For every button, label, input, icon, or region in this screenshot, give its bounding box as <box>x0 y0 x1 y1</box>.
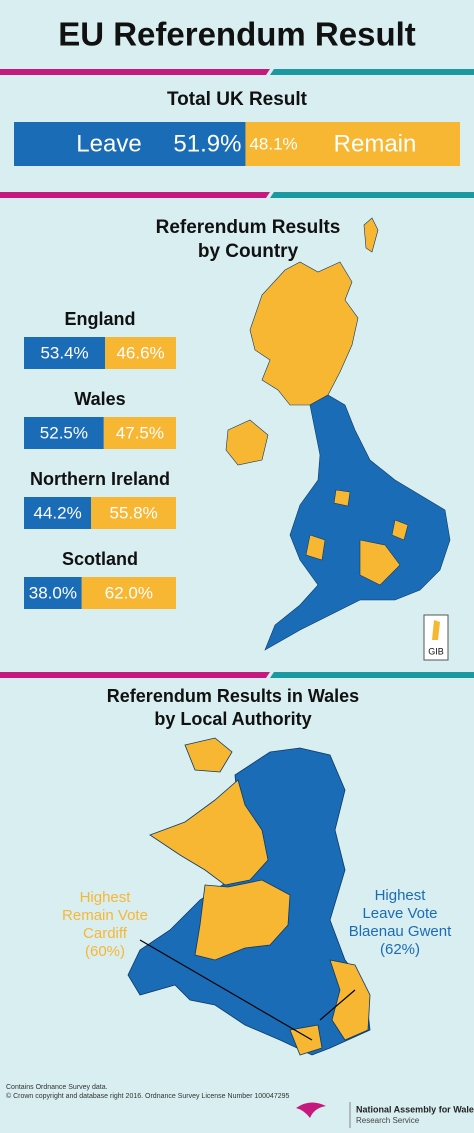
remain-bar <box>105 337 176 369</box>
leave-label: Leave <box>76 130 141 157</box>
leave-bar <box>24 497 92 529</box>
leave-bar <box>24 577 82 609</box>
remain-value: 48.1% <box>249 134 297 153</box>
remain-note: Cardiff <box>83 925 128 942</box>
countries-heading: Referendum Results <box>156 217 341 238</box>
remain-note: Highest <box>80 889 132 906</box>
gibraltar-map <box>432 620 440 640</box>
remain-bar <box>81 577 176 609</box>
divider <box>0 69 474 678</box>
country-name: Scotland <box>62 549 138 569</box>
leave-note: (62%) <box>380 941 420 958</box>
leave-note: Highest <box>375 887 427 904</box>
leave-value: 53.4% <box>40 343 88 362</box>
source: © Crown copyright and database right 201… <box>6 1092 289 1100</box>
leave-value: 38.0% <box>29 583 77 602</box>
leave-value: 51.9% <box>173 130 241 157</box>
country-name: England <box>65 309 136 329</box>
leave-note: Leave Vote <box>362 905 437 922</box>
remain-note: (60%) <box>85 943 125 960</box>
remain-value: 62.0% <box>105 583 153 602</box>
uk-map <box>225 217 451 651</box>
title: EU Referendum Result <box>58 16 416 53</box>
country-name: Wales <box>74 389 125 409</box>
remain-value: 55.8% <box>109 503 157 522</box>
total-heading: Total UK Result <box>167 89 308 110</box>
source: Contains Ordnance Survey data. <box>6 1084 108 1091</box>
logo <box>296 1102 326 1118</box>
remain-bar <box>103 417 176 449</box>
org-name: National Assembly for Wales <box>356 1104 474 1114</box>
pointer <box>319 989 356 1021</box>
countries-heading: by Country <box>198 241 299 262</box>
leave-note: Blaenau Gwent <box>349 923 452 940</box>
remain-value: 47.5% <box>116 423 164 442</box>
org-sub: Research Service <box>356 1116 420 1125</box>
pointer <box>139 939 313 1041</box>
remain-value: 46.6% <box>116 343 164 362</box>
gibraltar-label: GIB <box>428 646 444 656</box>
leave-bar <box>14 122 246 166</box>
leave-bar <box>24 417 104 449</box>
leave-bar <box>24 337 106 369</box>
wales-heading: by Local Authority <box>154 709 311 729</box>
wales-heading: Referendum Results in Wales <box>107 686 359 706</box>
remain-note: Remain Vote <box>62 907 148 924</box>
leave-value: 44.2% <box>33 503 81 522</box>
leave-value: 52.5% <box>40 423 88 442</box>
country-name: Northern Ireland <box>30 469 170 489</box>
remain-label: Remain <box>334 130 417 157</box>
remain-bar <box>91 497 176 529</box>
remain-bar <box>245 122 460 166</box>
wales-map <box>127 737 371 1056</box>
